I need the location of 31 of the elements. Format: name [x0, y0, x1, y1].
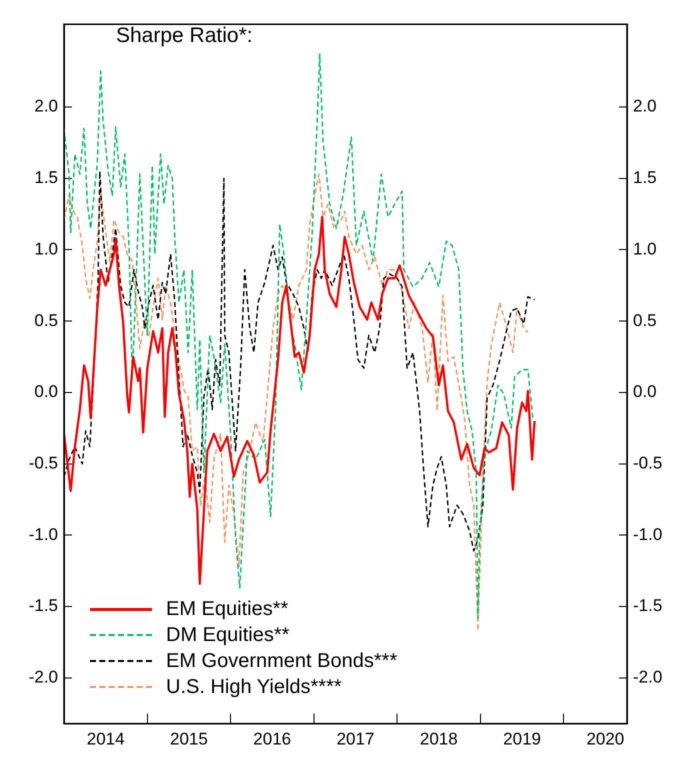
- y-tick-label: 1.5: [34, 168, 58, 188]
- x-tick-label: 2017: [336, 729, 374, 748]
- chart-title: Sharpe Ratio*:: [116, 24, 253, 48]
- y-tick-label: 2.0: [34, 96, 58, 116]
- y2-tick-label: -1.5: [633, 596, 662, 616]
- y-tick-label: -2.0: [28, 668, 58, 687]
- y-tick-label: -0.5: [28, 454, 58, 473]
- y2-tick-label: -0.5: [633, 454, 662, 473]
- y2-tick-label: -2.0: [633, 668, 662, 687]
- y-tick-label: -1.0: [28, 524, 58, 544]
- y2-tick-label: 0.5: [633, 310, 657, 330]
- x-tick-label: 2018: [420, 729, 458, 748]
- line-series: [64, 53, 534, 619]
- y2-tick-label: 1.0: [633, 239, 657, 258]
- x-tick-label: 2019: [503, 729, 541, 748]
- x-tick-label: 2020: [586, 729, 624, 748]
- legend-label: U.S. High Yields****: [166, 676, 342, 698]
- x-tick-label: 2015: [170, 729, 208, 748]
- y2-tick-label: 1.5: [633, 168, 657, 188]
- legend-label: EM Government Bonds***: [166, 650, 398, 672]
- y-tick-label: 1.0: [34, 239, 58, 258]
- y2-tick-label: 2.0: [633, 96, 657, 116]
- x-tick-label: 2014: [86, 729, 125, 748]
- y-tick-label: -1.5: [28, 596, 58, 616]
- x-tick-label: 2016: [253, 729, 292, 748]
- y-tick-label: 0.5: [34, 310, 58, 330]
- legend-label: DM Equities**: [166, 624, 290, 646]
- y2-tick-label: 0.0: [633, 382, 657, 402]
- y-tick-label: 0.0: [34, 382, 58, 402]
- legend-label: EM Equities**: [166, 598, 288, 620]
- y2-tick-label: -1.0: [633, 524, 662, 544]
